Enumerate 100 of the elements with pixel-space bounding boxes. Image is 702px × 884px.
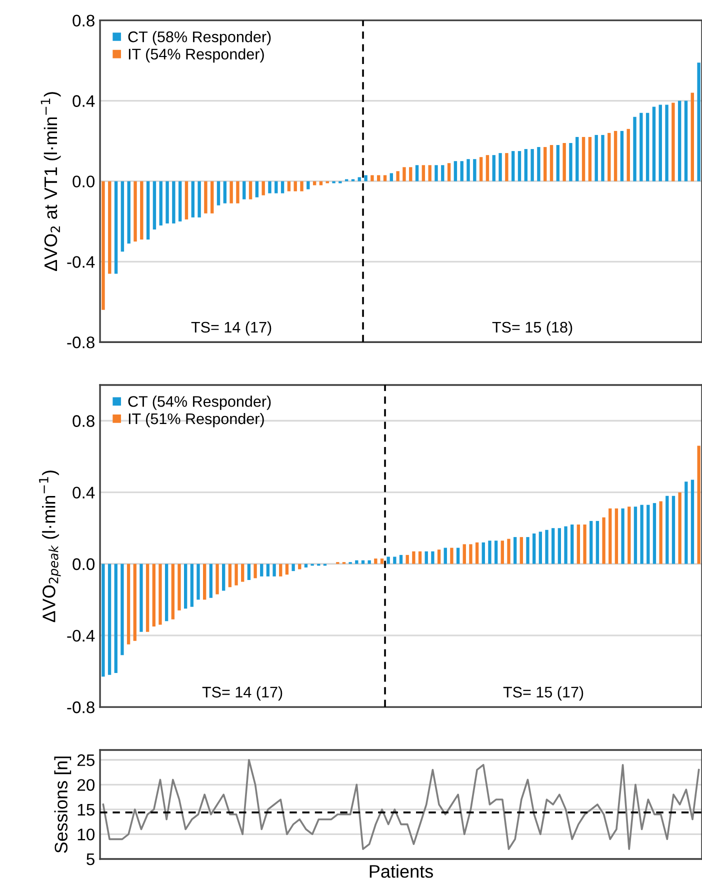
bar (380, 558, 384, 564)
bar (537, 147, 540, 182)
bar (684, 100, 688, 182)
y-axis-title: ΔVO$_{2peak}$ (l·min$^{−1}$) (39, 470, 61, 622)
bar (418, 551, 422, 564)
bar (355, 560, 358, 564)
bar (248, 181, 252, 200)
bar (538, 532, 542, 564)
bar (511, 151, 515, 182)
bar (222, 564, 226, 591)
bar (300, 181, 304, 192)
bar (552, 528, 555, 564)
bar (399, 554, 403, 564)
bar (530, 149, 534, 182)
bar (377, 175, 380, 182)
bar (652, 503, 656, 564)
bar (500, 540, 504, 564)
bar (198, 181, 201, 218)
bar (621, 508, 624, 564)
bar (482, 542, 485, 564)
y-tick-label: 0.8 (72, 415, 94, 427)
bar (406, 554, 409, 564)
bar (178, 181, 182, 222)
bar (460, 161, 464, 182)
bar (285, 564, 289, 575)
bar (558, 528, 562, 564)
y-tick-label: 0.8 (72, 14, 94, 27)
bar (626, 128, 630, 182)
bar (633, 116, 636, 182)
bar (646, 504, 650, 564)
bar (518, 151, 522, 182)
bar (247, 564, 251, 580)
bar (447, 163, 451, 182)
bar (620, 130, 624, 182)
bar (292, 564, 295, 572)
annotation: TS= 14 (17) (191, 321, 272, 336)
bar (469, 544, 472, 564)
bar (209, 564, 213, 598)
bar (556, 145, 560, 182)
bar (159, 181, 162, 226)
y-axis-title: ΔVO$_{2}$ at VT1 (l·min$^{−1}$) (40, 92, 61, 271)
bar (545, 530, 548, 564)
y-tick-label: 0.0 (72, 558, 95, 570)
bar (272, 564, 276, 576)
y-tick-label: 15 (78, 804, 94, 816)
bar (562, 143, 566, 182)
bar (390, 173, 394, 182)
bar (492, 155, 496, 182)
bar (550, 145, 554, 182)
bar (583, 524, 586, 564)
bar (102, 181, 105, 310)
bar (582, 136, 586, 182)
bar (230, 181, 233, 204)
bar (191, 181, 194, 218)
bar (164, 564, 168, 622)
bar (203, 564, 206, 600)
bar (127, 181, 130, 244)
bar (614, 508, 618, 564)
bar (178, 564, 181, 610)
bar (196, 564, 200, 600)
bar (678, 492, 682, 564)
y-tick-label: 25 (77, 754, 94, 766)
bar (601, 134, 604, 182)
bar (120, 181, 124, 252)
bar (386, 556, 390, 564)
bar (666, 496, 669, 564)
bar (415, 165, 419, 182)
bar (690, 92, 694, 182)
bar (475, 542, 479, 564)
bar (262, 181, 265, 196)
bar (590, 520, 593, 564)
bar (260, 564, 264, 576)
annotation: TS= 14 (17) (202, 686, 282, 701)
bar (210, 181, 214, 214)
y-tick-label: 10 (78, 828, 95, 840)
y-tick-label: -0.8 (67, 701, 94, 714)
bar (672, 102, 675, 182)
bar (312, 181, 316, 186)
bar (454, 161, 458, 182)
bar (659, 501, 662, 564)
line-series (102, 758, 700, 850)
bar (608, 132, 611, 182)
bar (383, 175, 387, 182)
bar (494, 540, 498, 564)
bar (532, 533, 536, 564)
bar (241, 564, 244, 582)
bar (614, 130, 618, 182)
bar (158, 564, 162, 625)
bar (152, 564, 156, 627)
bar (146, 181, 150, 240)
bar (507, 538, 510, 564)
bar (424, 551, 428, 564)
bar (473, 159, 476, 182)
bar (306, 181, 310, 190)
bar (255, 181, 259, 198)
bar (216, 564, 219, 594)
bar (564, 526, 568, 564)
bar (166, 181, 169, 224)
y-tick-label: -0.8 (67, 336, 94, 348)
bar (412, 551, 416, 564)
